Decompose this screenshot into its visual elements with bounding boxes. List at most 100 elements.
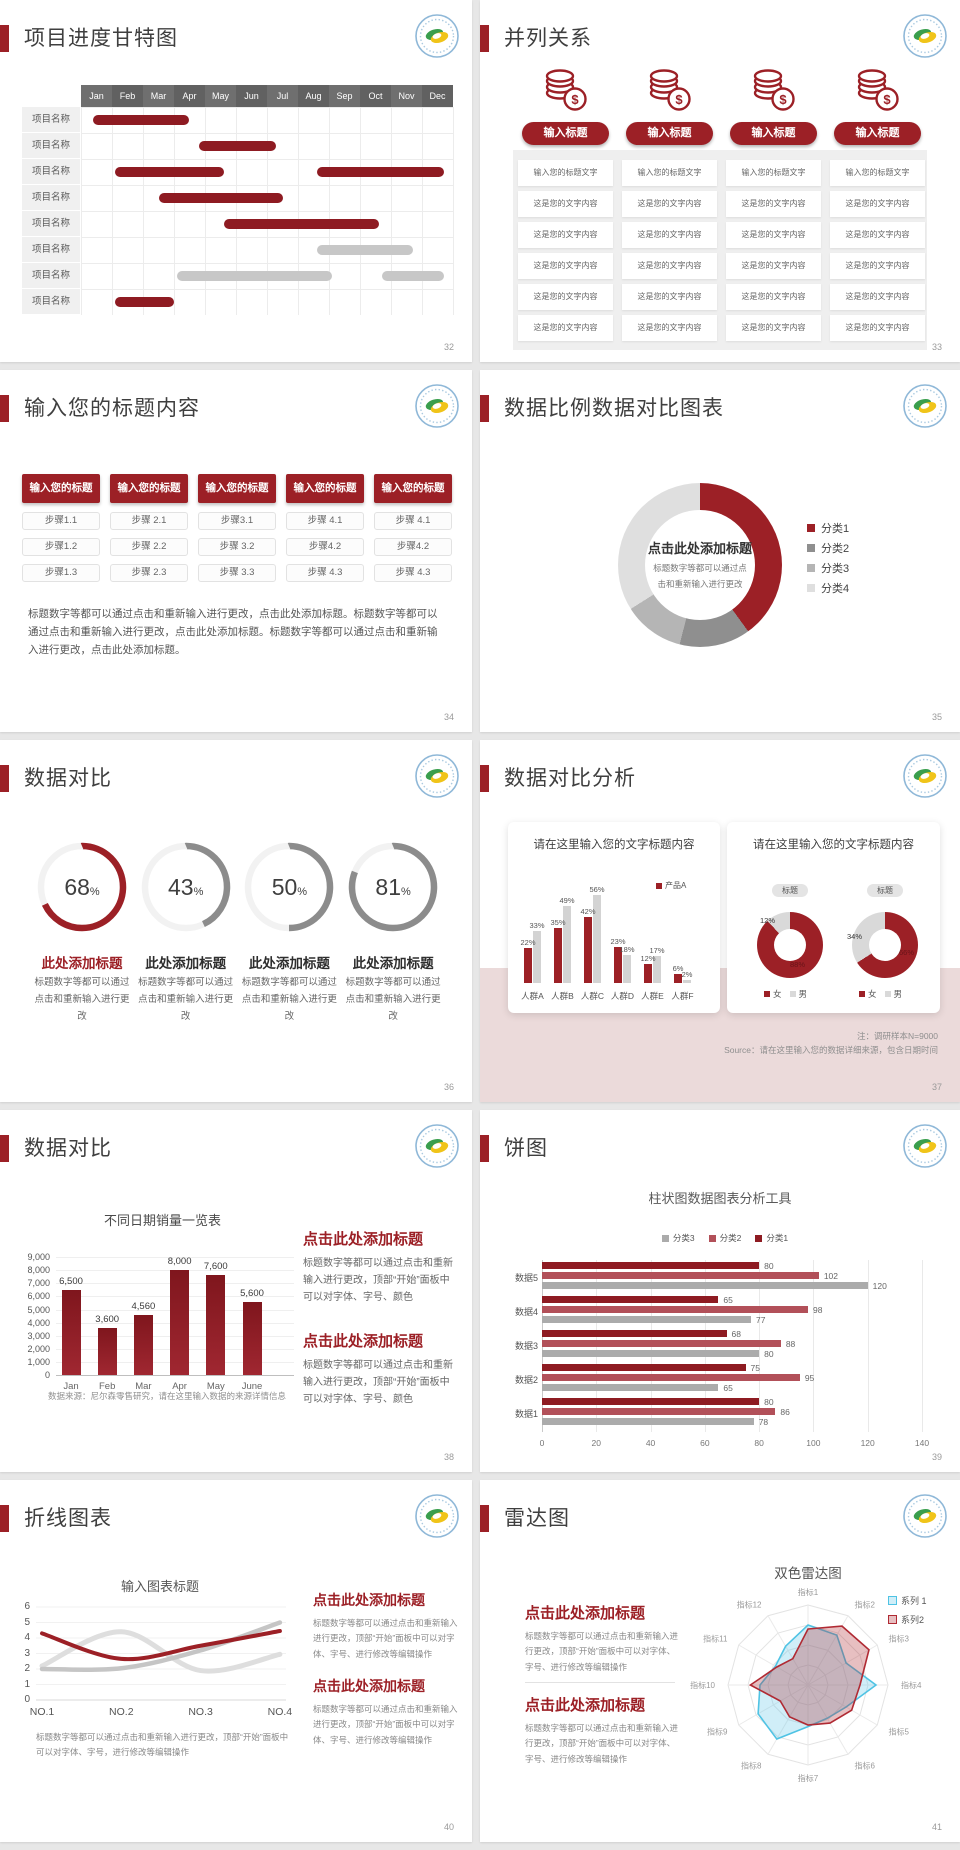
title-accent-bar bbox=[0, 1135, 9, 1162]
slide-title: 数据对比 bbox=[24, 767, 112, 790]
column-bar bbox=[206, 1275, 226, 1375]
donut-chart: 点击此处添加标题 标题数字等都可以通过点击和重新输入进行更改 分类1 分类2 分类3 分类… bbox=[480, 370, 960, 732]
steps-diagram: 输入您的标题 步骤1.1 步骤1.2 步骤1.3 输入您的标题 步骤 2.1 步骤 2.2 步… bbox=[0, 370, 472, 732]
bar-value-label: 49% bbox=[559, 896, 575, 906]
slide-thumbnail-41[interactable]: 雷达图 双色雷达图 指标1 指标2 指标3 指标4 指标5 指标6 指标7 指标8 指标9 指标1… bbox=[480, 1480, 960, 1842]
legend-marker bbox=[656, 882, 662, 889]
step-box: 步骤 4.3 bbox=[286, 564, 364, 582]
gantt-row-label: 项目名称 bbox=[22, 133, 80, 159]
legend-marker bbox=[807, 564, 815, 572]
school-badge-logo bbox=[414, 1123, 460, 1169]
svg-text:$: $ bbox=[779, 92, 787, 107]
title-accent-bar bbox=[0, 1505, 9, 1532]
svg-text:指标11: 指标11 bbox=[703, 1634, 728, 1644]
bar-gray bbox=[593, 895, 601, 983]
text-row-box: 这是您的文字内容 bbox=[518, 253, 613, 279]
gantt-chart: Jan Feb Mar Apr May Jun Jul Aug Sep Oct Nov Dec 项目名称… bbox=[22, 85, 454, 315]
gauge-svg bbox=[348, 842, 438, 932]
slide-thumbnail-37[interactable]: 数据对比分析 请在这里输入您的文字标题内容 产品A 22% 33% 人群A 35% 49%… bbox=[480, 740, 960, 1102]
slide-thumbnail-39[interactable]: 饼图 柱状图数据图表分析工具 分类3 分类2 分类1 0 20 40 60 80 100 120 1… bbox=[480, 1110, 960, 1472]
slide-title: 数据对比分析 bbox=[504, 767, 636, 790]
grouped-bar-chart: 产品A 22% 33% 人群A 35% 49% 人群B 42% 56% 人群C 23% 18% 人群D 1… bbox=[508, 822, 720, 1013]
hbar bbox=[542, 1364, 746, 1371]
y-tick-label: 8,000 bbox=[27, 1265, 50, 1276]
svg-text:指标2: 指标2 bbox=[855, 1599, 876, 1609]
bar-value-label: 65 bbox=[723, 1295, 733, 1305]
legend-marker bbox=[859, 991, 865, 997]
slide-thumbnail-38[interactable]: 数据对比 不同日期销量一览表 0 1,000 2,000 3,000 4,000 5,00… bbox=[0, 1110, 472, 1472]
source-note: Source：请在这里输入您的数据详细来源，包含日期时间 bbox=[724, 1045, 938, 1055]
step-box: 步骤4.2 bbox=[286, 538, 364, 556]
text-row-box: 这是您的文字内容 bbox=[622, 315, 717, 341]
school-badge-logo bbox=[415, 14, 459, 58]
gauge-title: 此处添加标题 bbox=[248, 956, 330, 971]
text-row-box: 输入您的标题文字 bbox=[830, 160, 925, 186]
slide-thumbnail-40[interactable]: 折线图表 输入图表标题 0 1 2 3 4 5 6 NO.1 NO.2 NO.3 NO.4 标题数字… bbox=[0, 1480, 472, 1842]
gantt-row-label: 项目名称 bbox=[22, 185, 80, 211]
x-tick-label: 100 bbox=[806, 1438, 821, 1448]
legend-row: 女男 bbox=[859, 988, 902, 1000]
legend-label: 男 bbox=[798, 989, 808, 999]
column-bar bbox=[133, 1315, 153, 1375]
slide-thumbnail-36[interactable]: 数据对比 68% 此处添加标题 标题数字等都可以通过点击和重新输入进行更改 43% 此处… bbox=[0, 740, 472, 1102]
bar-gray bbox=[683, 979, 691, 983]
slice-label-red: 88% bbox=[790, 960, 806, 969]
hbar bbox=[542, 1306, 808, 1313]
card-title: 请在这里输入您的文字标题内容 bbox=[753, 839, 914, 851]
title-accent-bar bbox=[480, 395, 489, 422]
page-number: 34 bbox=[443, 712, 454, 722]
y-tick-label: 0 bbox=[44, 1370, 50, 1380]
x-tick-label: 20 bbox=[591, 1438, 601, 1448]
radar-svg-holder: 指标1 指标2 指标3 指标4 指标5 指标6 指标7 指标8 指标9 指标10 指标11 指标12 bbox=[678, 1558, 938, 1818]
slide-thumbnail-35[interactable]: 数据比例数据对比图表 点击此处添加标题 标题数字等都可以通过点击和重新输入进行更改… bbox=[480, 370, 960, 732]
bar-value-label: 42% bbox=[580, 907, 596, 917]
bar-value-label: 8,000 bbox=[167, 1256, 192, 1268]
title-pill: 标题 bbox=[867, 884, 903, 897]
column-bar bbox=[170, 1270, 190, 1375]
bar-value-label: 3,600 bbox=[95, 1313, 120, 1325]
body-paragraph: 标题数字等都可以通过点击和重新输入进行更改，点击此处添加标题。标题数字等都可以通… bbox=[28, 608, 438, 656]
svg-text:指标5: 指标5 bbox=[889, 1727, 910, 1737]
bar-value-label: 88 bbox=[785, 1339, 796, 1349]
text-row-box: 这是您的文字内容 bbox=[518, 222, 613, 248]
step-header: 输入您的标题 bbox=[22, 474, 100, 503]
gantt-month-dec: Dec bbox=[422, 85, 453, 107]
chart-title: 不同日期销量一览表 bbox=[103, 1213, 221, 1228]
bar-gray bbox=[563, 906, 571, 983]
text-row-box: 输入您的标题文字 bbox=[518, 160, 613, 186]
legend-label: 分类3 bbox=[672, 1233, 695, 1243]
text-row-box: 这是您的文字内容 bbox=[622, 191, 717, 217]
slide-thumbnail-34[interactable]: 输入您的标题内容 输入您的标题 步骤1.1 步骤1.2 步骤1.3 输入您的标题 步骤 2… bbox=[0, 370, 472, 732]
step-box: 步骤 4.3 bbox=[374, 564, 452, 582]
legend-item: 分类3 bbox=[807, 560, 849, 576]
text-block: 点击此处添加标题 标题数字等都可以通过点击和重新输入进行更改，顶部“开始”面板中… bbox=[313, 1676, 458, 1748]
bar-gray bbox=[623, 954, 631, 983]
slice-label: 34% bbox=[847, 932, 863, 941]
y-tick-label: 5,000 bbox=[27, 1304, 50, 1315]
legend-marker bbox=[888, 1596, 897, 1605]
bar-red bbox=[554, 928, 562, 983]
step-header: 输入您的标题 bbox=[110, 474, 188, 503]
input-title-button: 输入标题 bbox=[522, 122, 609, 145]
category-label: 人群A bbox=[521, 991, 544, 1001]
y-tick-label: 9,000 bbox=[27, 1252, 50, 1263]
bar-value-label: 6,500 bbox=[59, 1275, 83, 1287]
gantt-month-jul: Jul bbox=[267, 85, 298, 107]
gauge-desc: 标题数字等都可以通过点击和重新输入进行更改 bbox=[34, 977, 130, 1023]
legend-item: 分类3 bbox=[661, 1232, 695, 1244]
gauge-value: 50% bbox=[271, 874, 308, 900]
slide-title: 数据比例数据对比图表 bbox=[504, 397, 724, 420]
title-accent-bar bbox=[0, 765, 9, 792]
gantt-month-may: May bbox=[205, 85, 236, 107]
slide-thumbnail-32[interactable]: 项目进度甘特图 Jan Feb Mar Apr May Jun Jul Aug Sep Oct No… bbox=[0, 0, 472, 362]
legend-marker bbox=[789, 991, 796, 997]
category-label: 人群C bbox=[580, 991, 605, 1001]
gauge-desc: 标题数字等都可以通过点击和重新输入进行更改 bbox=[345, 977, 441, 1023]
gantt-row-label: 项目名称 bbox=[22, 159, 80, 185]
bar-value-label: 4,560 bbox=[131, 1301, 156, 1313]
slide-thumbnail-33[interactable]: 并列关系 $ 输入标题 输入您的标题文字 这是您的文字内容 这是您的文字内容 这是您的文字… bbox=[480, 0, 960, 362]
bar-value-label: 78 bbox=[758, 1417, 769, 1427]
legend-label: 分类4 bbox=[821, 583, 850, 595]
gantt-row-label: 项目名称 bbox=[22, 289, 80, 315]
legend-marker bbox=[888, 1615, 897, 1624]
